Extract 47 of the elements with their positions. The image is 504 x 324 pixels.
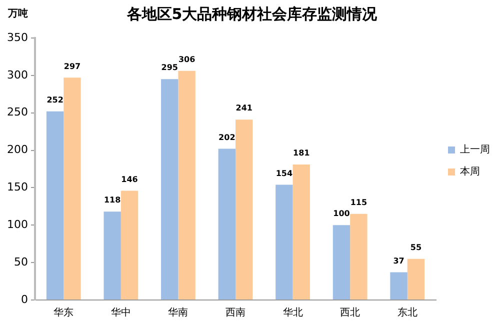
- bar: [218, 148, 236, 300]
- x-tick-label: 西南: [226, 306, 246, 319]
- bar: [390, 272, 408, 300]
- x-tick-label: 华南: [168, 306, 188, 319]
- y-tick-label: 150: [6, 180, 28, 194]
- chart-title: 各地区5大品种钢材社会库存监测情况: [126, 4, 378, 23]
- x-tick-label: 华北: [282, 306, 303, 319]
- data-label: 295: [161, 63, 178, 72]
- x-tick-label: 华中: [110, 306, 131, 319]
- bar: [161, 79, 178, 300]
- bar: [276, 184, 293, 300]
- data-label: 100: [333, 209, 350, 218]
- data-label: 154: [276, 168, 293, 178]
- y-tick-label: 50: [14, 255, 28, 268]
- bar: [292, 164, 310, 300]
- data-label: 241: [236, 104, 253, 113]
- x-tick-label: 西北: [340, 306, 360, 319]
- y-tick-label: 250: [6, 106, 28, 119]
- y-tick-label: 350: [6, 30, 28, 44]
- bar: [350, 214, 368, 300]
- x-tick-label: 东北: [397, 306, 418, 319]
- bar: [236, 120, 253, 300]
- data-label: 55: [410, 242, 422, 252]
- data-label: 146: [121, 174, 138, 184]
- data-label: 306: [178, 55, 196, 64]
- data-label: 37: [393, 256, 404, 266]
- legend-label: 上一周: [460, 144, 490, 156]
- y-tick-label: 0: [20, 292, 28, 306]
- bar: [178, 70, 196, 300]
- data-label: 252: [46, 95, 64, 104]
- y-tick-label: 100: [6, 218, 28, 231]
- bar: [120, 190, 138, 300]
- legend-label: 本周: [460, 166, 480, 178]
- data-label: 297: [64, 62, 81, 71]
- bar: [46, 111, 64, 300]
- bar: [332, 225, 350, 300]
- x-tick-label: 华东: [54, 306, 74, 319]
- y-axis-title: 万吨: [7, 8, 28, 20]
- data-label: 202: [218, 132, 236, 142]
- data-label: 115: [350, 198, 368, 207]
- y-tick-label: 200: [6, 143, 28, 156]
- bar: [104, 212, 121, 300]
- bar: [407, 258, 425, 300]
- y-tick-label: 300: [6, 68, 28, 82]
- data-label: 181: [293, 148, 310, 158]
- data-label: 118: [104, 196, 122, 205]
- bar: [64, 78, 81, 300]
